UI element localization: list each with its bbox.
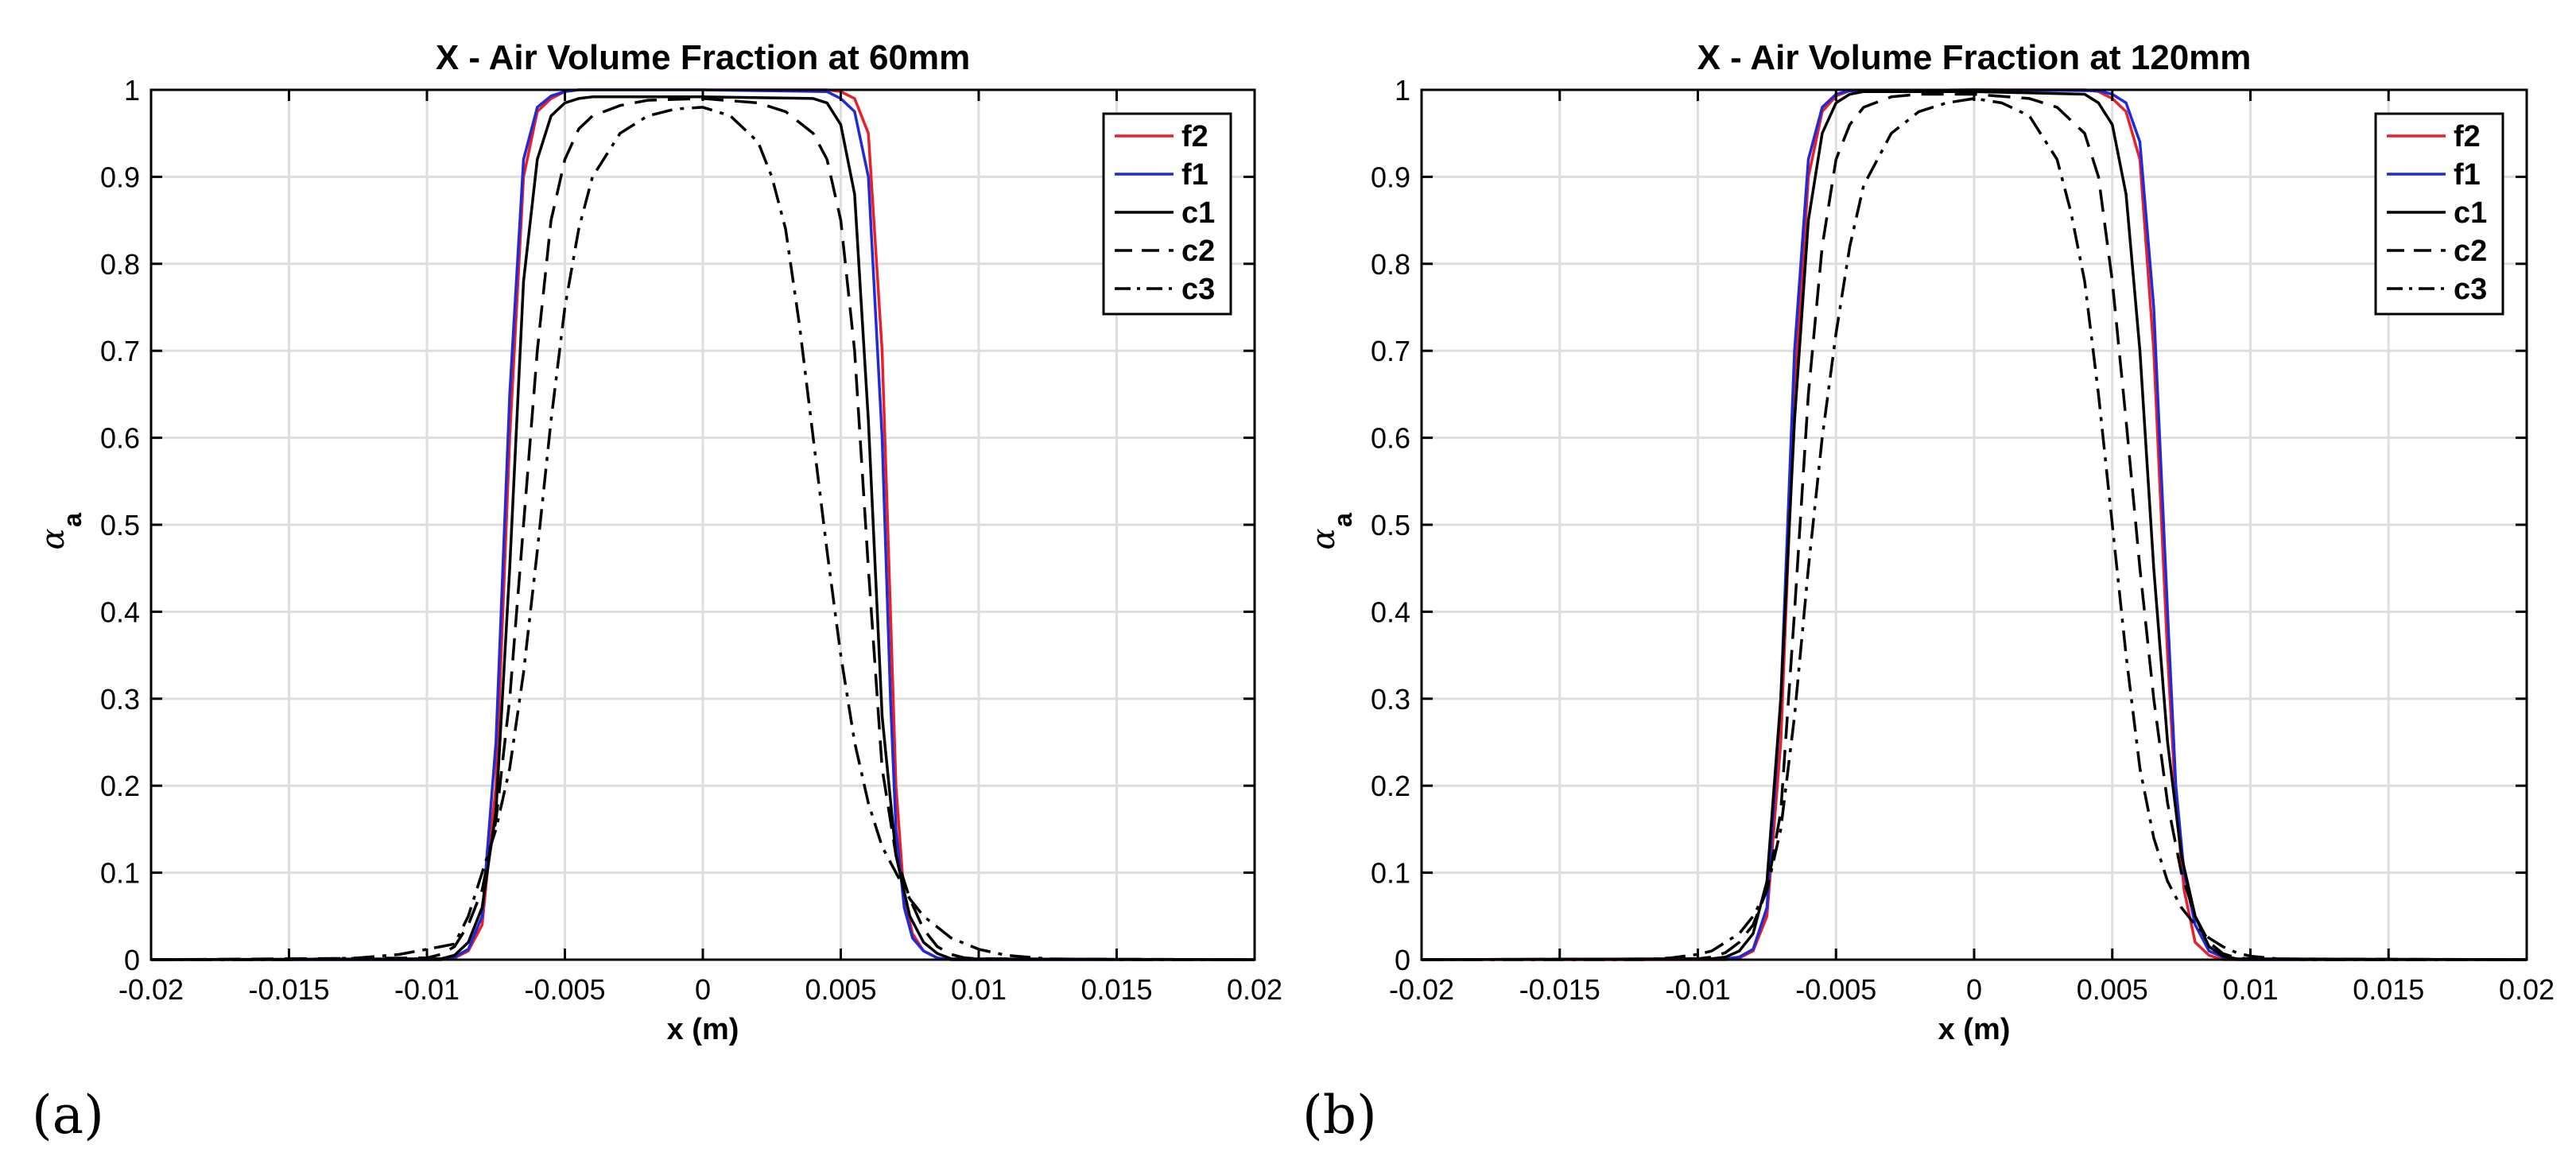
chart-2-y-tick-label: 0.7 [1371,335,1410,367]
chart-2-x-axis-label: x (m) [1938,1013,2011,1046]
chart-2-x-tick-label: -0.015 [1519,973,1600,1006]
chart-1-y-tick-label: 0.9 [100,161,140,193]
chart-2-y-tick-label: 0.9 [1371,161,1410,193]
chart-1-x-tick-label: -0.015 [248,973,329,1006]
chart-1-group: -0.02 -0.015 -0.01 -0.005 0 0.005 0.01 0.015 0.0… [32,38,1282,1146]
chart-2-x-tick-label: 0.005 [2077,973,2148,1006]
chart-1-x-axis-label: x (m) [667,1013,739,1046]
chart-2-x-tick-label: 0.02 [2499,973,2555,1006]
chart-1-y-axis-label: α [35,528,72,549]
chart-2-y-axis-label-group: αa [1305,513,1357,550]
chart-1-x-tick-label: 0.02 [1227,973,1282,1006]
chart-1-title: X - Air Volume Fraction at 60mm [436,38,970,77]
chart-2-legend-label-f1: f1 [2454,158,2481,192]
chart-1-x-tick-label: 0 [695,973,711,1006]
chart-2-group: -0.02 -0.015 -0.01 -0.005 0 0.005 0.01 0.015 0.0… [1302,38,2555,1146]
chart-1-y-axis-label-subscript: a [58,513,87,527]
chart-1-x-tick-label: -0.005 [524,973,605,1006]
chart-1-y-tick-label: 0.2 [100,770,140,802]
chart-1-y-tick-label: 0.3 [100,683,140,716]
chart-1-y-tick-label: 1 [124,74,140,107]
chart-2-y-tick-label: 0.5 [1371,509,1410,541]
chart-2-legend: f2 f1 c1 c2 c3 [2374,112,2504,316]
chart-1-x-tick-label: 0.005 [805,973,876,1006]
chart-2-legend-box [2374,112,2504,316]
chart-2-legend-label-c3: c3 [2454,273,2487,306]
chart-2-y-tick-label: 1 [1395,74,1410,107]
chart-1-legend-label-f2: f2 [1181,120,1208,153]
chart-1-y-tick-label: 0.5 [100,509,140,541]
chart-1-y-tick-label: 0.1 [100,857,140,890]
chart-1-series-c1-line [151,95,1255,961]
chart-2-y-tick-label: 0.1 [1371,857,1410,890]
chart-1-legend-label-c3: c3 [1181,273,1215,306]
chart-2-x-tick-label: -0.02 [1389,973,1454,1006]
chart-1-y-tick-label: 0.7 [100,335,140,367]
chart-2-x-tick-label: 0.015 [2353,973,2424,1006]
chart-2-x-tick-label: 0 [1966,973,1982,1006]
chart-1-x-tick-label: -0.01 [394,973,460,1006]
chart-2-panel-label: (b) [1302,1084,1377,1146]
chart-1-legend-label-f1: f1 [1181,158,1208,192]
chart-2-title: X - Air Volume Fraction at 120mm [1697,38,2252,77]
chart-1-y-tick-label: 0 [124,944,140,976]
chart-1-y-axis-label-group: αa [35,513,87,550]
chart-1-panel-label: (a) [32,1084,104,1146]
chart-2-x-tick-label: 0.01 [2222,973,2278,1006]
chart-1-x-tick-label: 0.015 [1080,973,1152,1006]
chart-2-x-tick-label: -0.01 [1665,973,1730,1006]
chart-1-x-tick-label: 0.01 [951,973,1007,1006]
chart-2-y-axis-label-subscript: a [1329,513,1357,527]
chart-1-series-c3-line [151,106,1255,961]
chart-2-legend-label-f2: f2 [2454,120,2481,153]
chart-1-x-tick-label: -0.02 [118,973,184,1006]
chart-1-legend-label-c1: c1 [1181,196,1215,230]
chart-2-y-tick-label: 0.3 [1371,683,1410,716]
chart-2-x-tick-label: -0.005 [1795,973,1876,1006]
chart-1-legend: f2 f1 c1 c2 c3 [1102,112,1232,316]
chart-2-y-tick-label: 0.6 [1371,422,1410,455]
chart-1-y-tick-label: 0.4 [100,596,140,628]
chart-1-y-tick-label: 0.6 [100,422,140,455]
chart-2-y-tick-label: 0.8 [1371,248,1410,281]
chart-2-y-tick-label: 0.4 [1371,596,1410,628]
chart-1-legend-box [1102,112,1232,316]
chart-2-y-tick-label: 0.2 [1371,770,1410,802]
chart-2-series-c3-line [1422,97,2527,961]
chart-2-y-tick-label: 0 [1395,944,1410,976]
chart-2-y-axis-label: α [1305,528,1342,549]
chart-1-y-tick-label: 0.8 [100,248,140,281]
chart-1-legend-label-c2: c2 [1181,235,1215,268]
chart-2-legend-label-c2: c2 [2454,235,2487,268]
chart-2-legend-label-c1: c1 [2454,196,2487,230]
